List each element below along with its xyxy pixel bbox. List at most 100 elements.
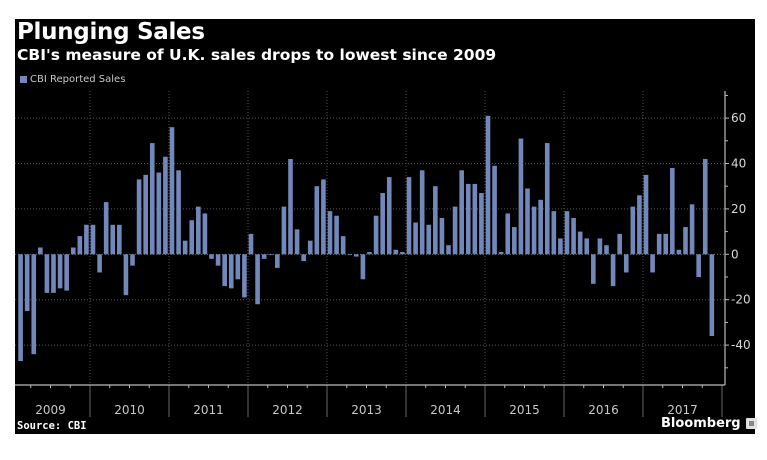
bar (637, 195, 642, 255)
bar (18, 254, 23, 361)
brand-logo: Bloomberg (661, 416, 757, 431)
bar (656, 233, 662, 255)
y-tick-label: 0 (731, 247, 739, 261)
bar (439, 217, 445, 255)
bar (340, 236, 346, 255)
bar (650, 254, 655, 273)
bar (334, 215, 339, 255)
bar (452, 206, 458, 255)
y-tick-label: 20 (731, 202, 746, 216)
x-year-label: 2016 (588, 403, 619, 417)
bar (538, 199, 543, 255)
bar (222, 254, 227, 287)
bar (143, 174, 148, 255)
bar (261, 254, 267, 259)
bar (255, 254, 260, 305)
bar (64, 254, 69, 291)
bar (294, 229, 300, 255)
bar (117, 224, 122, 255)
bar (623, 254, 629, 273)
x-year-label: 2014 (430, 403, 461, 417)
bar (689, 204, 695, 255)
bar (485, 115, 491, 255)
bar (288, 158, 293, 255)
bar (156, 172, 162, 255)
bar (584, 238, 590, 255)
bar (419, 170, 425, 255)
y-tick-label: 60 (731, 111, 746, 125)
bar (38, 247, 43, 255)
bar (169, 127, 175, 255)
bar (610, 254, 616, 287)
bar (31, 254, 37, 355)
bar (446, 245, 451, 255)
x-year-label: 2013 (351, 403, 382, 417)
bar (670, 168, 675, 255)
bar (281, 206, 287, 255)
bar (97, 254, 102, 273)
bar (709, 254, 715, 337)
chart-title: Plunging Sales (17, 19, 205, 45)
bar (347, 254, 353, 256)
y-tick-label: -20 (731, 293, 751, 307)
legend-swatch (20, 76, 27, 83)
bar (400, 252, 405, 255)
bar (643, 174, 649, 255)
bar (70, 247, 76, 255)
bar (307, 240, 313, 255)
bar (57, 254, 63, 289)
x-year-label: 2011 (193, 403, 224, 417)
bar (696, 254, 701, 277)
bar (321, 179, 326, 255)
y-tick-label: 40 (731, 157, 746, 171)
bar (130, 254, 135, 266)
bar (518, 138, 524, 255)
bar (472, 183, 478, 255)
axes: 60 40 20 0 -20 -40 2009 2010 2011 2012 2013 2014 201… (15, 91, 751, 417)
x-year-label: 2012 (272, 403, 303, 417)
bar (525, 188, 530, 255)
legend-label: CBI Reported Sales (30, 74, 126, 85)
bar (123, 254, 129, 296)
bar (196, 206, 201, 255)
bar (354, 254, 359, 257)
bar (413, 222, 418, 255)
bar (242, 254, 247, 298)
x-year-label: 2010 (114, 403, 145, 417)
bar (301, 254, 306, 262)
bar (182, 240, 188, 255)
bar (90, 224, 96, 255)
chart-subtitle: CBI's measure of U.K. sales drops to low… (17, 46, 497, 64)
bar (367, 252, 372, 255)
bar (604, 245, 609, 255)
bar (433, 186, 438, 255)
bar (215, 254, 221, 266)
gridlines (15, 91, 725, 385)
bar (492, 165, 497, 255)
bar (597, 238, 603, 255)
bar (683, 227, 688, 255)
y-tick-label: -40 (731, 338, 751, 352)
bar (235, 254, 241, 280)
brand-name: Bloomberg (661, 416, 741, 431)
legend: CBI Reported Sales (20, 74, 125, 85)
bar (136, 179, 142, 255)
x-year-label: 2017 (667, 403, 698, 417)
bar (248, 233, 254, 255)
bar (465, 183, 471, 255)
bar (51, 254, 56, 293)
bar (163, 156, 168, 255)
bar (103, 202, 109, 255)
bar (202, 213, 208, 255)
bar (663, 233, 669, 255)
bar (228, 254, 234, 289)
bar (189, 220, 195, 255)
bar (459, 170, 464, 255)
bar (676, 249, 682, 255)
x-year-label: 2009 (35, 403, 66, 417)
bar (149, 143, 155, 255)
bar (176, 170, 181, 255)
bar (577, 231, 583, 255)
bar (551, 211, 557, 255)
